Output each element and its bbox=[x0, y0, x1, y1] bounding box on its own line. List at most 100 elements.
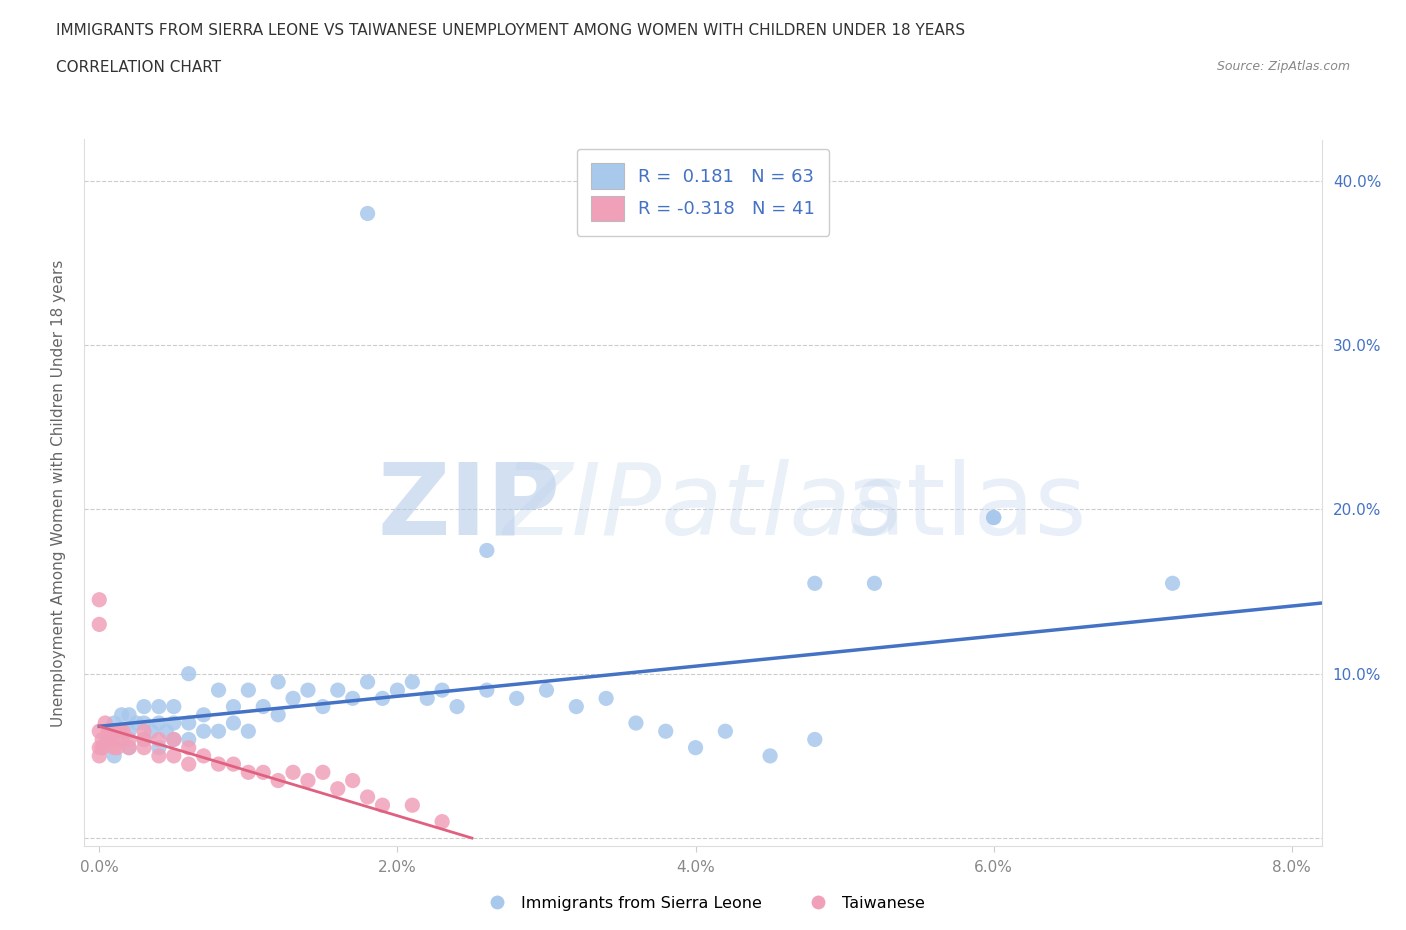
Point bbox=[118, 708, 141, 723]
Point bbox=[163, 732, 186, 747]
Point bbox=[281, 764, 304, 779]
Point bbox=[804, 732, 827, 747]
Point bbox=[148, 732, 170, 747]
Point bbox=[207, 757, 229, 772]
Text: IMMIGRANTS FROM SIERRA LEONE VS TAIWANESE UNEMPLOYMENT AMONG WOMEN WITH CHILDREN: IMMIGRANTS FROM SIERRA LEONE VS TAIWANES… bbox=[56, 23, 966, 38]
Point bbox=[103, 715, 125, 730]
Point bbox=[685, 740, 707, 755]
Point bbox=[148, 699, 170, 714]
Point bbox=[100, 732, 122, 747]
Point bbox=[177, 732, 200, 747]
Point bbox=[177, 740, 200, 755]
Y-axis label: Unemployment Among Women with Children Under 18 years: Unemployment Among Women with Children U… bbox=[51, 259, 66, 726]
Point bbox=[238, 724, 260, 738]
Point bbox=[342, 691, 364, 706]
Text: Source: ZipAtlas.com: Source: ZipAtlas.com bbox=[1216, 60, 1350, 73]
Point bbox=[326, 781, 349, 796]
Point bbox=[267, 773, 290, 788]
Point bbox=[163, 749, 186, 764]
Point bbox=[446, 699, 468, 714]
Point bbox=[118, 740, 141, 755]
Point bbox=[193, 708, 215, 723]
Point bbox=[89, 749, 111, 764]
Point bbox=[118, 724, 141, 738]
Point bbox=[193, 749, 215, 764]
Point bbox=[132, 724, 155, 738]
Point bbox=[983, 511, 1005, 525]
Point bbox=[371, 691, 394, 706]
Point bbox=[326, 683, 349, 698]
Point bbox=[387, 683, 409, 698]
Point bbox=[91, 732, 114, 747]
Point bbox=[177, 666, 200, 681]
Point bbox=[148, 715, 170, 730]
Point bbox=[238, 764, 260, 779]
Point bbox=[177, 757, 200, 772]
Text: ZIP: ZIP bbox=[378, 458, 561, 555]
Point bbox=[111, 732, 134, 747]
Point bbox=[312, 764, 335, 779]
Point bbox=[565, 699, 588, 714]
Point bbox=[91, 740, 114, 755]
Point bbox=[312, 699, 335, 714]
Point bbox=[714, 724, 737, 738]
Point bbox=[89, 724, 111, 738]
Point bbox=[371, 798, 394, 813]
Point bbox=[475, 683, 498, 698]
Point bbox=[759, 749, 782, 764]
Point bbox=[89, 617, 111, 631]
Point bbox=[863, 576, 886, 591]
Point bbox=[97, 724, 120, 738]
Point bbox=[222, 757, 245, 772]
Point bbox=[207, 683, 229, 698]
Point bbox=[112, 724, 135, 738]
Point bbox=[105, 732, 128, 747]
Point bbox=[103, 749, 125, 764]
Legend: Immigrants from Sierra Leone, Taiwanese: Immigrants from Sierra Leone, Taiwanese bbox=[475, 890, 931, 917]
Point bbox=[89, 592, 111, 607]
Point bbox=[103, 724, 125, 738]
Point bbox=[281, 691, 304, 706]
Point bbox=[804, 576, 827, 591]
Point bbox=[125, 715, 148, 730]
Point bbox=[89, 740, 111, 755]
Text: CORRELATION CHART: CORRELATION CHART bbox=[56, 60, 221, 75]
Point bbox=[132, 732, 155, 747]
Point bbox=[401, 674, 423, 689]
Point bbox=[595, 691, 617, 706]
Point bbox=[297, 773, 319, 788]
Point bbox=[252, 699, 274, 714]
Point bbox=[654, 724, 676, 738]
Point bbox=[536, 683, 558, 698]
Point bbox=[97, 732, 120, 747]
Point bbox=[297, 683, 319, 698]
Legend: R =  0.181   N = 63, R = -0.318   N = 41: R = 0.181 N = 63, R = -0.318 N = 41 bbox=[576, 149, 830, 235]
Point bbox=[91, 740, 114, 755]
Point bbox=[111, 708, 134, 723]
Point bbox=[163, 715, 186, 730]
Point bbox=[416, 691, 439, 706]
Point bbox=[342, 773, 364, 788]
Point bbox=[103, 740, 125, 755]
Point bbox=[207, 724, 229, 738]
Point bbox=[1161, 576, 1184, 591]
Point bbox=[132, 740, 155, 755]
Point bbox=[983, 511, 1005, 525]
Point bbox=[141, 724, 163, 738]
Point bbox=[105, 740, 128, 755]
Point bbox=[222, 715, 245, 730]
Point bbox=[118, 732, 141, 747]
Point bbox=[252, 764, 274, 779]
Point bbox=[94, 715, 117, 730]
Point bbox=[100, 724, 122, 738]
Point bbox=[96, 732, 118, 747]
Point bbox=[108, 724, 131, 738]
Point bbox=[193, 724, 215, 738]
Point bbox=[148, 749, 170, 764]
Point bbox=[624, 715, 647, 730]
Point bbox=[148, 740, 170, 755]
Point bbox=[132, 732, 155, 747]
Point bbox=[356, 674, 378, 689]
Text: ZIPatlas: ZIPatlas bbox=[503, 458, 903, 555]
Point bbox=[475, 543, 498, 558]
